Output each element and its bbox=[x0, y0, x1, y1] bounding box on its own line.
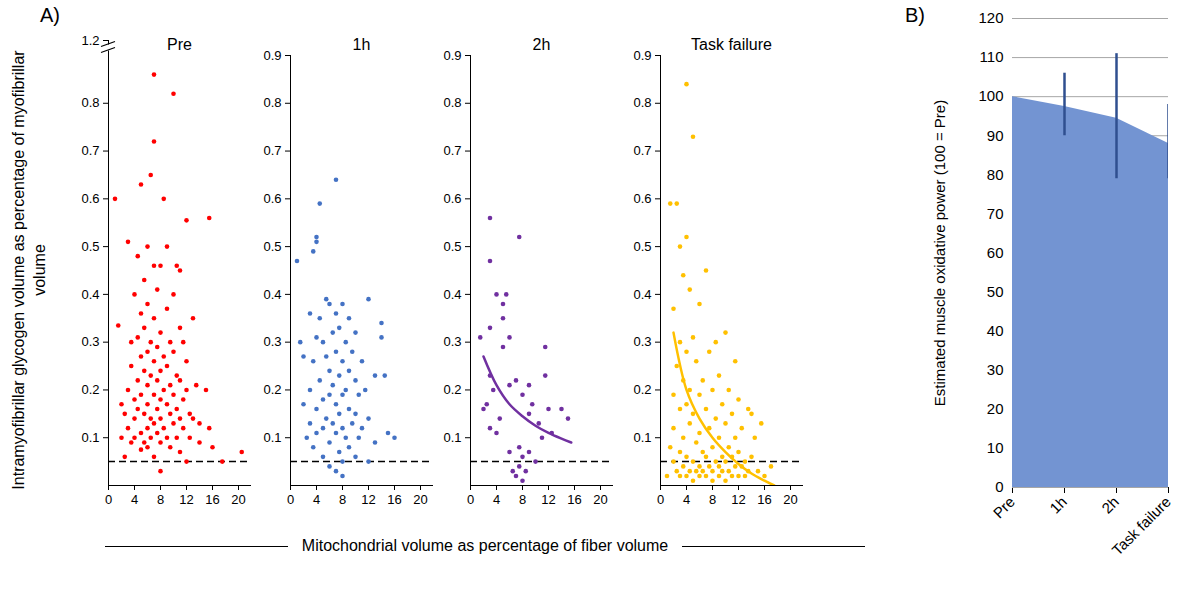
svg-text:110: 110 bbox=[980, 48, 1004, 65]
svg-text:4: 4 bbox=[313, 492, 320, 507]
svg-text:0.4: 0.4 bbox=[443, 287, 461, 302]
svg-text:8: 8 bbox=[709, 492, 716, 507]
html-text:2h: 2h bbox=[532, 36, 551, 53]
svg-text:1.2: 1.2 bbox=[81, 33, 99, 48]
svg-text:0.8: 0.8 bbox=[633, 95, 651, 110]
svg-text:20: 20 bbox=[987, 400, 1004, 417]
svg-text:100: 100 bbox=[978, 87, 1003, 104]
svg-text:30: 30 bbox=[987, 361, 1004, 378]
svg-text:20: 20 bbox=[413, 492, 427, 507]
svg-text:0.1: 0.1 bbox=[81, 430, 99, 445]
svg-text:0.5: 0.5 bbox=[633, 239, 651, 254]
svg-text:0.8: 0.8 bbox=[443, 95, 461, 110]
svg-text:0.2: 0.2 bbox=[263, 382, 281, 397]
html-text:A): A) bbox=[40, 4, 60, 26]
html-text:Pre: Pre bbox=[167, 36, 192, 53]
svg-text:1h: 1h bbox=[1046, 493, 1070, 517]
svg-text:Task failure: Task failure bbox=[1108, 493, 1174, 559]
svg-text:0.7: 0.7 bbox=[81, 143, 99, 158]
svg-text:0.8: 0.8 bbox=[81, 95, 99, 110]
svg-text:0.9: 0.9 bbox=[263, 48, 281, 63]
svg-text:0.7: 0.7 bbox=[263, 143, 281, 158]
svg-text:0.3: 0.3 bbox=[443, 334, 461, 349]
svg-text:0: 0 bbox=[467, 492, 474, 507]
svg-text:0: 0 bbox=[657, 492, 664, 507]
svg-text:0.6: 0.6 bbox=[633, 191, 651, 206]
svg-text:0.2: 0.2 bbox=[443, 382, 461, 397]
svg-text:8: 8 bbox=[157, 492, 164, 507]
svg-text:20: 20 bbox=[783, 492, 797, 507]
svg-text:90: 90 bbox=[987, 127, 1004, 144]
svg-text:0.1: 0.1 bbox=[263, 430, 281, 445]
svg-text:10: 10 bbox=[987, 439, 1004, 456]
svg-text:0.4: 0.4 bbox=[81, 287, 99, 302]
svg-text:120: 120 bbox=[978, 9, 1003, 26]
svg-text:0.9: 0.9 bbox=[443, 48, 461, 63]
svg-text:0.3: 0.3 bbox=[81, 334, 99, 349]
svg-text:12: 12 bbox=[179, 492, 193, 507]
svg-text:0.6: 0.6 bbox=[443, 191, 461, 206]
svg-text:16: 16 bbox=[757, 492, 771, 507]
svg-text:4: 4 bbox=[683, 492, 690, 507]
svg-text:0.4: 0.4 bbox=[633, 287, 651, 302]
svg-text:0.5: 0.5 bbox=[81, 239, 99, 254]
svg-text:0: 0 bbox=[287, 492, 294, 507]
svg-text:12: 12 bbox=[541, 492, 555, 507]
svg-text:4: 4 bbox=[131, 492, 138, 507]
svg-text:60: 60 bbox=[987, 244, 1004, 261]
svg-text:12: 12 bbox=[361, 492, 375, 507]
svg-text:0.3: 0.3 bbox=[633, 334, 651, 349]
svg-text:0.8: 0.8 bbox=[263, 95, 281, 110]
svg-text:16: 16 bbox=[387, 492, 401, 507]
html-text:B): B) bbox=[905, 4, 925, 26]
svg-text:20: 20 bbox=[231, 492, 245, 507]
html-text:Mitochondrial volume as percen: Mitochondrial volume as percentage of fi… bbox=[301, 537, 669, 554]
html-text:1h: 1h bbox=[352, 36, 371, 53]
svg-text:70: 70 bbox=[987, 205, 1004, 222]
svg-text:50: 50 bbox=[987, 283, 1004, 300]
svg-text:0: 0 bbox=[105, 492, 112, 507]
svg-text:0.5: 0.5 bbox=[263, 239, 281, 254]
svg-text:0.4: 0.4 bbox=[263, 287, 281, 302]
svg-text:2h: 2h bbox=[1098, 493, 1122, 517]
svg-text:16: 16 bbox=[205, 492, 219, 507]
html-text:Task failure: Task failure bbox=[691, 36, 772, 53]
svg-text:0: 0 bbox=[995, 478, 1003, 495]
svg-text:0.5: 0.5 bbox=[443, 239, 461, 254]
svg-text:0.3: 0.3 bbox=[263, 334, 281, 349]
svg-text:40: 40 bbox=[987, 322, 1004, 339]
svg-text:8: 8 bbox=[339, 492, 346, 507]
svg-text:0.6: 0.6 bbox=[263, 191, 281, 206]
svg-text:Pre: Pre bbox=[989, 493, 1018, 522]
svg-text:4: 4 bbox=[493, 492, 500, 507]
svg-text:0.1: 0.1 bbox=[633, 430, 651, 445]
html-text:Intramyofibrillar glycogen vol: Intramyofibrillar glycogen volume as per… bbox=[10, 50, 48, 490]
svg-text:0.2: 0.2 bbox=[81, 382, 99, 397]
svg-text:20: 20 bbox=[593, 492, 607, 507]
svg-text:0.7: 0.7 bbox=[633, 143, 651, 158]
svg-text:Estimated muscle oxidative pow: Estimated muscle oxidative power (100 = … bbox=[931, 100, 948, 406]
svg-text:8: 8 bbox=[519, 492, 526, 507]
svg-text:0.1: 0.1 bbox=[443, 430, 461, 445]
svg-text:0.7: 0.7 bbox=[443, 143, 461, 158]
svg-text:16: 16 bbox=[567, 492, 581, 507]
svg-text:0.6: 0.6 bbox=[81, 191, 99, 206]
svg-text:0.2: 0.2 bbox=[633, 382, 651, 397]
svg-text:80: 80 bbox=[987, 166, 1004, 183]
svg-text:0.9: 0.9 bbox=[633, 48, 651, 63]
svg-text:12: 12 bbox=[731, 492, 745, 507]
